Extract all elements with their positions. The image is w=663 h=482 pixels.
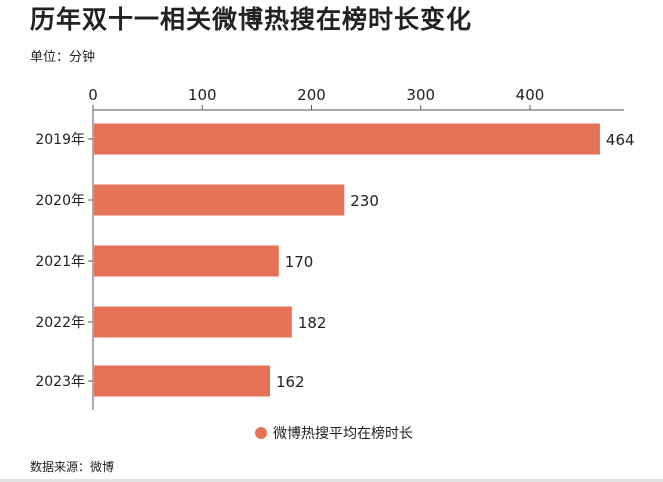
y-tick-label: 2021年 bbox=[35, 254, 85, 270]
source-note: 数据来源：微博 bbox=[30, 460, 115, 474]
data-label: 182 bbox=[298, 314, 327, 332]
x-tick-label: 200 bbox=[297, 86, 326, 104]
x-tick-label: 300 bbox=[406, 86, 435, 104]
data-label: 162 bbox=[276, 373, 305, 391]
data-label: 230 bbox=[350, 192, 379, 210]
x-tick-label: 0 bbox=[88, 86, 98, 104]
x-tick-label: 100 bbox=[188, 86, 217, 104]
y-tick-label: 2023年 bbox=[35, 374, 85, 390]
footer-divider bbox=[0, 479, 663, 482]
bar bbox=[94, 306, 292, 338]
y-tick-label: 2019年 bbox=[35, 132, 85, 148]
bar bbox=[94, 245, 279, 277]
data-label: 464 bbox=[606, 131, 635, 149]
bar bbox=[94, 184, 345, 216]
bar bbox=[94, 123, 600, 155]
legend-marker bbox=[255, 427, 267, 439]
legend-label: 微博热搜平均在榜时长 bbox=[273, 425, 413, 442]
x-tick-label: 400 bbox=[516, 86, 545, 104]
chart-title: 历年双十一相关微博热搜在榜时长变化 bbox=[30, 5, 473, 34]
y-tick-label: 2020年 bbox=[35, 193, 85, 209]
unit-label: 单位：分钟 bbox=[30, 50, 96, 65]
bar bbox=[94, 365, 270, 397]
data-label: 170 bbox=[285, 253, 314, 271]
y-tick-label: 2022年 bbox=[35, 315, 85, 331]
